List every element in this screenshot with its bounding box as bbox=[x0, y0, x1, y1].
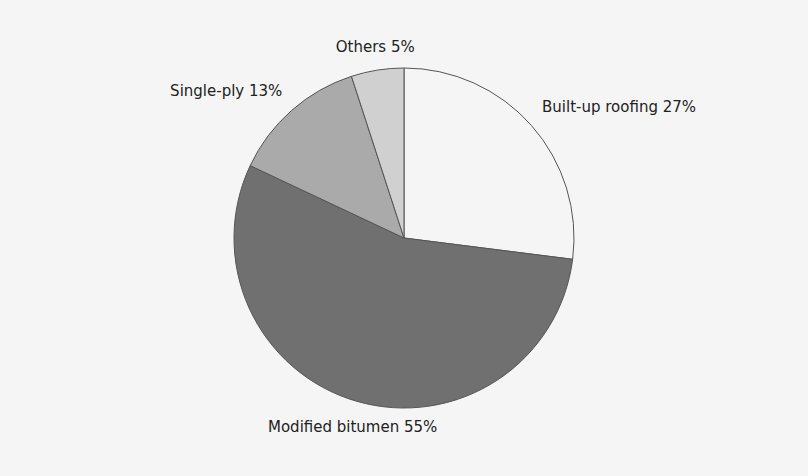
slice-label: Modified bitumen 55% bbox=[268, 418, 437, 436]
pie-slice bbox=[351, 68, 404, 238]
labels: Built-up roofing 27% Modified bitumen 55%… bbox=[170, 38, 696, 435]
chart-container: Built-up roofing 27% Modified bitumen 55%… bbox=[0, 0, 808, 476]
chart-svg: Built-up roofing 27% Modified bitumen 55%… bbox=[0, 0, 808, 476]
slice-label: Single-ply 13% bbox=[170, 82, 282, 100]
slices bbox=[234, 68, 574, 408]
slice-label: Others 5% bbox=[336, 38, 415, 56]
pie-slice bbox=[404, 68, 574, 259]
slice-label: Built-up roofing 27% bbox=[542, 98, 696, 116]
